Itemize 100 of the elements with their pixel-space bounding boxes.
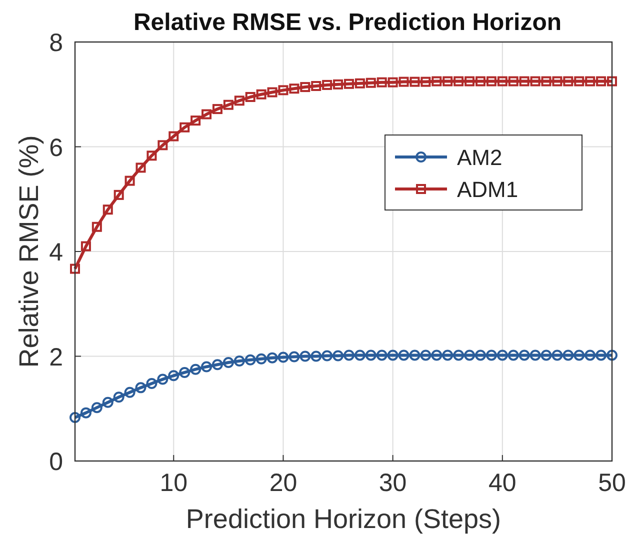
point	[91, 402, 102, 414]
x-tick-label: 40	[488, 469, 516, 497]
point	[420, 350, 432, 361]
point	[606, 350, 618, 361]
point	[136, 162, 146, 173]
legend-label: ADM1	[457, 177, 518, 202]
x-tick-label: 10	[160, 469, 188, 497]
x-tick-label: 50	[598, 469, 626, 497]
y-axis-title: Relative RMSE (%)	[14, 135, 44, 368]
point	[70, 264, 80, 274]
point	[409, 350, 420, 361]
point	[464, 350, 476, 361]
point	[508, 76, 518, 86]
point	[168, 131, 179, 142]
point	[168, 370, 180, 382]
point	[80, 241, 91, 252]
point	[376, 77, 387, 88]
point	[288, 351, 300, 362]
point	[114, 190, 124, 200]
point	[245, 92, 256, 102]
point	[530, 76, 540, 86]
point	[266, 352, 278, 364]
point	[256, 353, 267, 364]
point	[278, 85, 288, 96]
point	[497, 76, 508, 86]
point	[102, 204, 113, 215]
point	[376, 350, 388, 361]
point	[486, 76, 496, 86]
point	[453, 350, 464, 361]
point	[157, 374, 168, 385]
point	[244, 354, 256, 366]
point	[311, 80, 322, 91]
point	[442, 76, 453, 86]
point	[124, 176, 135, 186]
point	[454, 76, 464, 86]
point	[102, 396, 114, 408]
point	[113, 392, 124, 403]
y-tick-label: 6	[49, 134, 63, 162]
point	[496, 350, 508, 361]
point	[222, 357, 234, 368]
point	[540, 350, 552, 361]
point	[158, 140, 168, 150]
point	[310, 350, 322, 362]
point	[530, 350, 541, 361]
point	[519, 76, 530, 86]
point	[92, 222, 102, 232]
point	[146, 150, 157, 161]
point	[146, 378, 158, 389]
point	[322, 350, 333, 362]
point	[289, 84, 300, 94]
x-tick-label: 20	[269, 469, 298, 497]
point	[70, 412, 80, 424]
point	[180, 122, 190, 132]
point	[574, 76, 584, 86]
point	[332, 350, 344, 362]
point	[420, 76, 431, 87]
point	[256, 89, 266, 100]
point	[607, 76, 617, 86]
point	[552, 76, 562, 86]
point	[333, 79, 344, 90]
point	[464, 76, 475, 86]
point	[300, 350, 311, 362]
y-tick-label: 4	[49, 238, 64, 266]
point	[431, 350, 442, 361]
legend-label: AM2	[457, 145, 502, 170]
chart-title: Relative RMSE vs. Prediction Horizon	[133, 9, 562, 36]
point	[508, 350, 519, 361]
point	[212, 104, 222, 114]
point	[300, 82, 310, 92]
point	[201, 361, 212, 372]
point	[475, 76, 486, 86]
point	[388, 77, 398, 88]
point	[541, 76, 552, 86]
point	[124, 386, 136, 398]
point	[343, 350, 354, 361]
point	[223, 100, 234, 110]
point	[585, 76, 596, 86]
point	[574, 350, 585, 361]
point	[344, 78, 354, 89]
point	[278, 352, 289, 363]
point	[563, 76, 574, 86]
point	[212, 359, 223, 370]
point	[234, 355, 245, 366]
point	[202, 109, 212, 120]
point	[398, 350, 410, 361]
x-axis-title: Prediction Horizon (Steps)	[186, 504, 502, 534]
point	[190, 116, 201, 126]
point	[486, 350, 497, 361]
point	[552, 350, 563, 361]
point	[410, 76, 420, 87]
point	[562, 350, 574, 361]
x-tick-label: 30	[378, 469, 407, 497]
y-tick-label: 8	[49, 29, 63, 57]
point	[398, 76, 409, 87]
point	[322, 80, 332, 90]
point	[179, 366, 190, 378]
point	[387, 350, 398, 361]
point	[442, 350, 454, 361]
point	[432, 76, 442, 86]
point	[135, 382, 146, 394]
